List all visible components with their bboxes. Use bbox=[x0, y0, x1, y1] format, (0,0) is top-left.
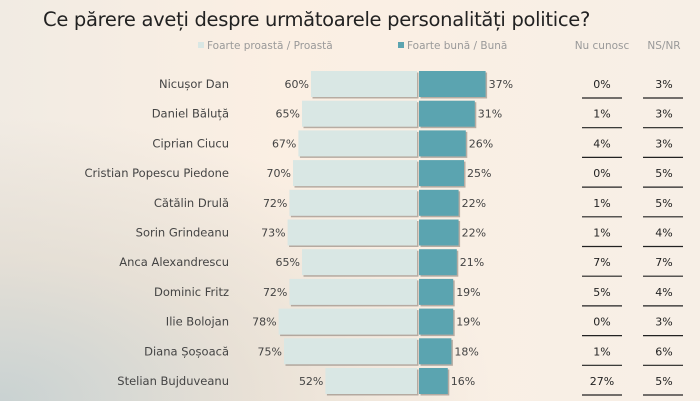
data-label-negative: 65% bbox=[276, 108, 300, 121]
nu-cunosc-value: 0% bbox=[593, 78, 610, 91]
nu-cunosc-value: 4% bbox=[593, 137, 610, 150]
category-label: Daniel Băluță bbox=[152, 107, 229, 121]
ns-nr-value: 7% bbox=[655, 256, 672, 269]
bar-negative bbox=[284, 338, 417, 365]
bar-negative bbox=[302, 100, 417, 127]
nu-cunosc-value: 0% bbox=[593, 167, 610, 180]
category-label: Anca Alexandrescu bbox=[119, 255, 229, 269]
nu-cunosc-value: 7% bbox=[593, 256, 610, 269]
data-label-positive: 26% bbox=[469, 137, 493, 150]
nu-cunosc-value: 27% bbox=[590, 375, 614, 388]
bar-positive bbox=[419, 249, 457, 276]
ns-nr-value: 5% bbox=[655, 375, 672, 388]
bar-positive bbox=[419, 338, 452, 365]
bar-negative bbox=[311, 71, 417, 97]
category-label: Ciprian Ciucu bbox=[152, 136, 229, 150]
bar-negative bbox=[298, 130, 417, 157]
ns-nr-value: 4% bbox=[655, 227, 672, 240]
data-label-negative: 65% bbox=[276, 256, 300, 269]
column-header-ns-nr: NS/NR bbox=[647, 40, 680, 52]
chart-title: Ce părere aveți despre următoarele perso… bbox=[43, 8, 591, 31]
category-label: Dominic Fritz bbox=[154, 285, 229, 299]
legend-label-negative: Foarte proastă / Proastă bbox=[207, 40, 333, 52]
bar-negative bbox=[293, 160, 417, 187]
bar-negative bbox=[278, 308, 417, 335]
ns-nr-value: 4% bbox=[655, 286, 672, 299]
nu-cunosc-value: 1% bbox=[593, 197, 610, 210]
data-label-positive: 31% bbox=[478, 108, 502, 121]
data-label-negative: 73% bbox=[261, 227, 285, 240]
category-label: Diana Șoșoacă bbox=[144, 344, 229, 358]
data-label-negative: 78% bbox=[252, 316, 276, 329]
category-label: Ilie Bolojan bbox=[166, 315, 229, 329]
ns-nr-value: 3% bbox=[655, 78, 672, 91]
data-label-positive: 19% bbox=[456, 286, 480, 299]
data-label-negative: 60% bbox=[285, 78, 309, 91]
legend-label-positive: Foarte bună / Bună bbox=[407, 40, 507, 52]
data-label-positive: 22% bbox=[462, 227, 486, 240]
ns-nr-value: 6% bbox=[655, 345, 672, 358]
category-label: Sorin Grindeanu bbox=[136, 226, 229, 240]
bar-positive bbox=[419, 160, 464, 187]
bar-positive bbox=[419, 278, 454, 305]
bar-negative bbox=[287, 219, 417, 246]
bar-negative bbox=[325, 368, 417, 394]
nu-cunosc-value: 0% bbox=[593, 316, 610, 329]
data-label-positive: 37% bbox=[489, 78, 513, 91]
data-label-positive: 16% bbox=[451, 375, 475, 388]
ns-nr-value: 3% bbox=[655, 316, 672, 329]
nu-cunosc-value: 1% bbox=[593, 108, 610, 121]
bar-positive bbox=[419, 130, 466, 157]
ns-nr-value: 3% bbox=[655, 108, 672, 121]
data-label-positive: 22% bbox=[462, 197, 486, 210]
legend-swatch-positive bbox=[398, 42, 404, 48]
ns-nr-value: 3% bbox=[655, 137, 672, 150]
data-label-negative: 70% bbox=[267, 167, 291, 180]
data-label-positive: 19% bbox=[456, 316, 480, 329]
data-label-negative: 72% bbox=[263, 286, 287, 299]
legend-swatch-negative bbox=[198, 42, 204, 48]
nu-cunosc-value: 1% bbox=[593, 345, 610, 358]
category-label: Stelian Bujduveanu bbox=[117, 374, 229, 388]
bar-positive bbox=[419, 71, 486, 97]
data-label-positive: 25% bbox=[467, 167, 491, 180]
bar-negative bbox=[302, 249, 417, 276]
ns-nr-value: 5% bbox=[655, 167, 672, 180]
bar-positive bbox=[419, 308, 454, 335]
data-label-negative: 67% bbox=[272, 137, 296, 150]
bar-negative bbox=[289, 189, 417, 216]
bar-positive bbox=[419, 100, 475, 127]
category-label: Cristian Popescu Piedone bbox=[85, 166, 230, 180]
category-label: Cătălin Drulă bbox=[154, 196, 229, 210]
bar-positive bbox=[419, 219, 459, 246]
data-label-negative: 72% bbox=[263, 197, 287, 210]
data-label-negative: 75% bbox=[258, 345, 282, 358]
nu-cunosc-value: 1% bbox=[593, 227, 610, 240]
ns-nr-value: 5% bbox=[655, 197, 672, 210]
bar-negative bbox=[289, 278, 417, 305]
column-header-nu-cunosc: Nu cunosc bbox=[575, 40, 630, 52]
data-label-positive: 18% bbox=[454, 345, 478, 358]
bar-positive bbox=[419, 189, 459, 216]
data-label-positive: 21% bbox=[460, 256, 484, 269]
bar-positive bbox=[419, 368, 448, 394]
nu-cunosc-value: 5% bbox=[593, 286, 610, 299]
category-label: Nicușor Dan bbox=[159, 77, 229, 91]
data-label-negative: 52% bbox=[299, 375, 323, 388]
